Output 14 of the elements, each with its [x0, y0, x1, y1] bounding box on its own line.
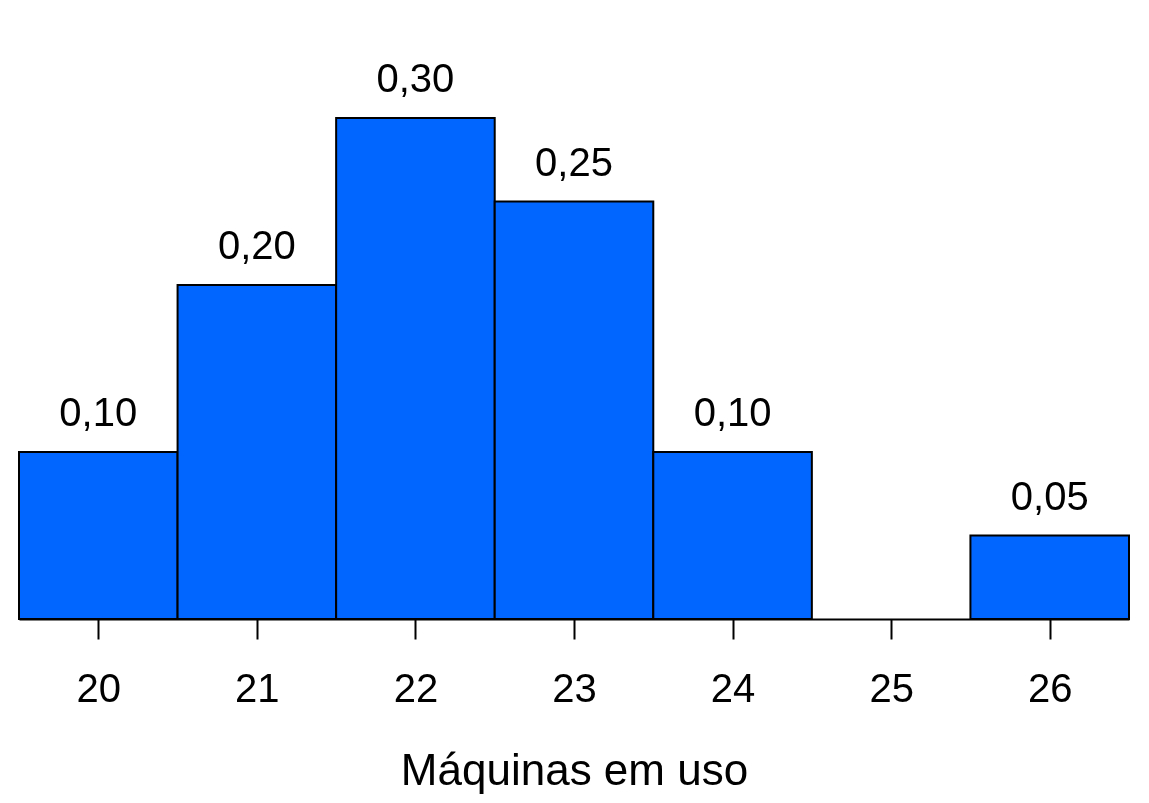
- data-label: 0,05: [1010, 473, 1089, 518]
- data-label: 0,20: [217, 223, 296, 267]
- data-label: 0,30: [376, 56, 455, 100]
- data-label: 0,10: [693, 390, 772, 434]
- x-tick-label: 25: [869, 665, 914, 710]
- x-tick-label: 24: [710, 665, 756, 710]
- x-tick-label: 20: [76, 665, 122, 710]
- x-tick-label: 26: [1027, 665, 1073, 710]
- data-label: 0,10: [59, 390, 138, 434]
- x-tick-label: 23: [552, 665, 597, 710]
- x-axis-title: Máquinas em uso: [400, 744, 749, 794]
- x-tick-label: 22: [393, 665, 439, 710]
- data-label: 0,25: [535, 139, 613, 184]
- x-tick-label: 21: [235, 665, 280, 710]
